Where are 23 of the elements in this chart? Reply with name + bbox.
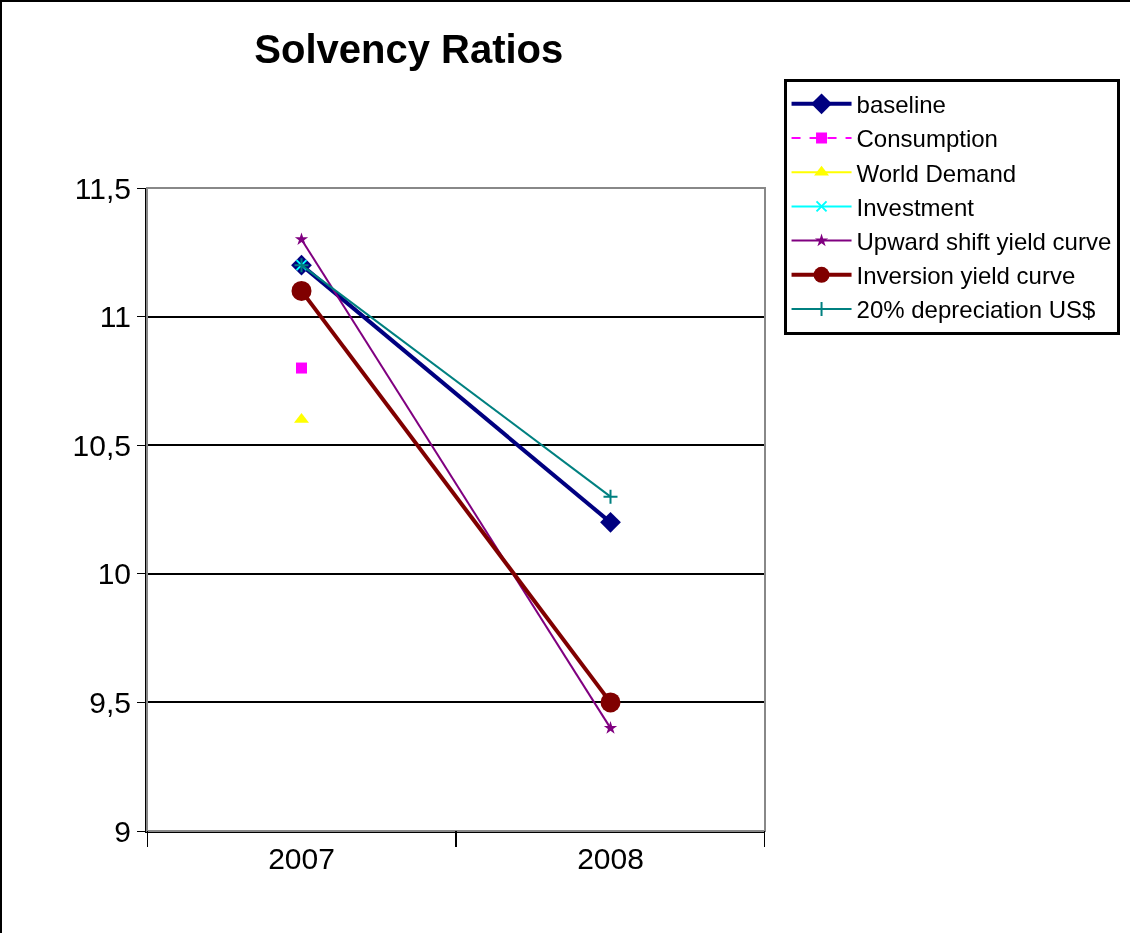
point [602, 488, 619, 505]
x-tick-label: 2007 [268, 842, 335, 875]
legend-label: baseline [856, 91, 946, 119]
point [600, 511, 621, 533]
point [296, 362, 307, 374]
y-tick-label: 9,5 [89, 685, 131, 719]
y-tick-label: 9 [114, 814, 131, 848]
legend-label: Upward shift yield curve [856, 227, 1112, 255]
chart-title: Solvency Ratios [254, 26, 564, 71]
y-tick-label: 11,5 [74, 171, 131, 205]
x-tick-label: 2008 [577, 842, 644, 875]
legend-label: 20% depreciation US$ [856, 296, 1096, 324]
point [600, 692, 621, 713]
legend-label: Investment [856, 193, 975, 221]
y-tick-label: 10,5 [72, 428, 131, 462]
point [291, 280, 312, 301]
legend-label: Inversion yield curve [856, 262, 1076, 290]
y-tick-label: 11 [99, 300, 131, 334]
legend-label: World Demand [856, 159, 1017, 187]
point [294, 232, 309, 246]
legend-label: Consumption [856, 125, 998, 153]
point [603, 721, 618, 734]
y-tick-label: 10 [97, 557, 131, 591]
